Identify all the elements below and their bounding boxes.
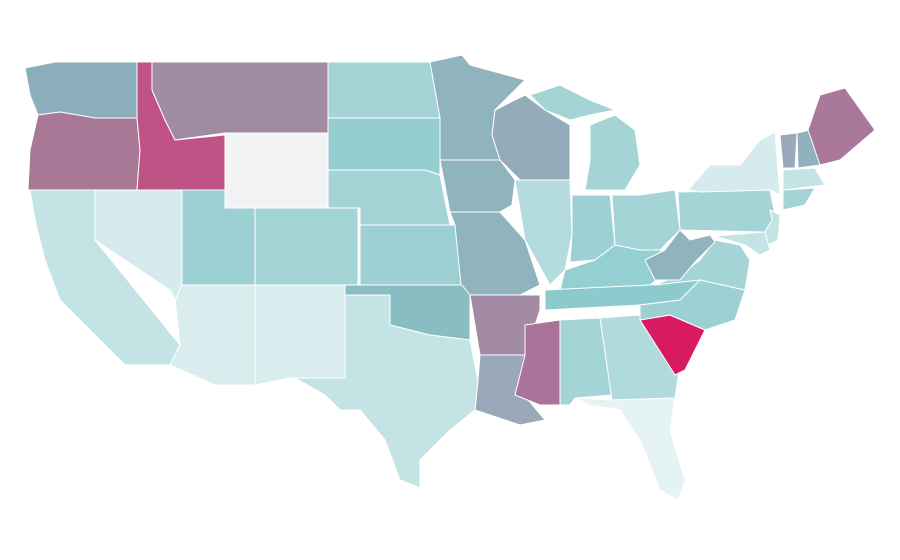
state	[574, 397, 686, 501]
state	[639, 279, 746, 331]
state	[151, 61, 329, 141]
state	[327, 117, 441, 176]
state	[782, 187, 816, 211]
state	[27, 111, 141, 191]
state	[714, 231, 771, 256]
state	[779, 132, 798, 169]
state	[254, 207, 359, 286]
state	[254, 284, 346, 386]
state	[449, 211, 541, 296]
state	[169, 284, 256, 386]
state	[782, 167, 826, 191]
state	[24, 61, 138, 119]
state	[224, 132, 329, 209]
state	[439, 159, 516, 213]
state	[327, 61, 441, 119]
state	[529, 84, 616, 121]
state	[807, 87, 876, 166]
state	[644, 229, 716, 281]
state	[294, 294, 479, 489]
state	[584, 114, 641, 191]
state	[514, 179, 573, 286]
state	[599, 314, 681, 401]
state	[359, 224, 463, 286]
state	[687, 131, 781, 196]
states	[24, 54, 876, 501]
state	[677, 189, 776, 233]
